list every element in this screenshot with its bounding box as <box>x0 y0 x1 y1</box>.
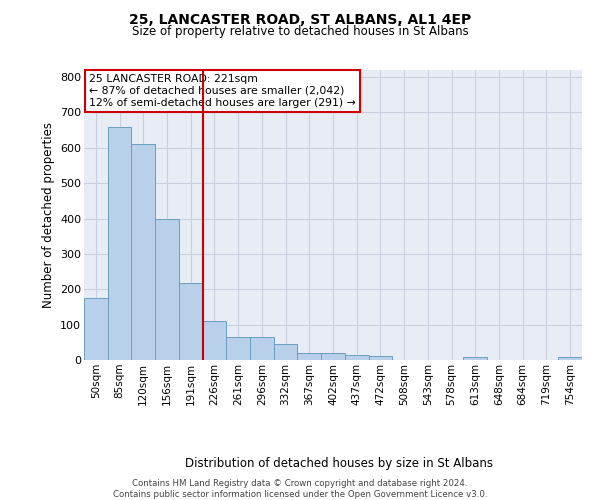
Bar <box>274 344 298 360</box>
Bar <box>108 126 131 360</box>
Y-axis label: Number of detached properties: Number of detached properties <box>41 122 55 308</box>
Text: 25, LANCASTER ROAD, ST ALBANS, AL1 4EP: 25, LANCASTER ROAD, ST ALBANS, AL1 4EP <box>129 12 471 26</box>
Text: 25 LANCASTER ROAD: 221sqm
← 87% of detached houses are smaller (2,042)
12% of se: 25 LANCASTER ROAD: 221sqm ← 87% of detac… <box>89 74 356 108</box>
Bar <box>558 357 582 360</box>
Bar <box>368 356 392 360</box>
Bar <box>298 353 321 360</box>
Bar <box>321 353 345 360</box>
Bar <box>84 298 108 360</box>
Bar <box>131 144 155 360</box>
Bar <box>345 354 368 360</box>
Bar <box>179 283 203 360</box>
Text: Contains HM Land Registry data © Crown copyright and database right 2024.: Contains HM Land Registry data © Crown c… <box>132 479 468 488</box>
Bar <box>463 357 487 360</box>
Bar <box>226 337 250 360</box>
Text: Size of property relative to detached houses in St Albans: Size of property relative to detached ho… <box>131 25 469 38</box>
Bar <box>250 337 274 360</box>
Bar <box>203 321 226 360</box>
Bar <box>155 218 179 360</box>
Text: Contains public sector information licensed under the Open Government Licence v3: Contains public sector information licen… <box>113 490 487 499</box>
Text: Distribution of detached houses by size in St Albans: Distribution of detached houses by size … <box>185 458 493 470</box>
